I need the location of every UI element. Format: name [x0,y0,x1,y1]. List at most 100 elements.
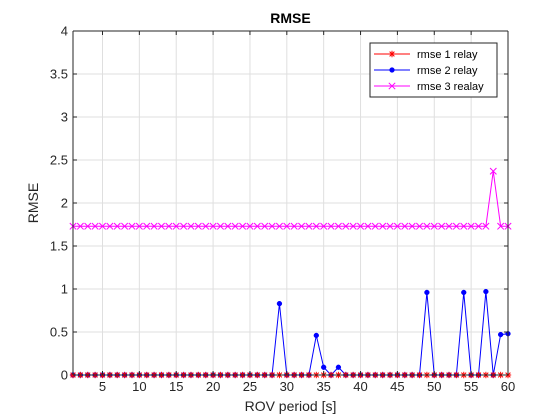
data-point [113,222,121,230]
data-point [408,222,416,230]
data-point [474,222,483,230]
data-point [84,222,92,230]
marker-dot [276,300,283,307]
series-3 [69,167,512,230]
marker-stroke [143,222,151,230]
marker-stroke [150,222,158,230]
y-tick-label: 2.5 [50,153,68,168]
marker-stroke [489,167,497,175]
data-point [106,222,114,230]
data-point [356,222,365,230]
data-point [438,222,446,230]
data-point [246,222,254,230]
chart-title: RMSE [270,10,310,26]
data-point [327,222,335,230]
marker-stroke [388,82,396,90]
y-tick-label: 0.5 [50,325,68,340]
marker-stroke [415,222,424,230]
marker-stroke [113,222,121,230]
y-tick-label: 3 [61,110,68,125]
marker-stroke [342,222,350,230]
marker-dot [497,331,504,338]
marker-stroke [84,222,92,230]
data-point [335,364,342,370]
legend-item-3: rmse 3 realay [374,81,484,93]
data-point [415,222,424,230]
data-point [364,222,372,230]
data-point [393,222,401,230]
x-tick-label: 20 [206,379,220,394]
marker-stroke [202,222,210,230]
marker-stroke [423,222,431,230]
data-point [150,222,158,230]
data-point [157,222,166,230]
marker-stroke [76,222,84,230]
marker-stroke [438,222,446,230]
data-point [275,222,283,230]
marker-dot [424,289,430,296]
data-point [313,332,319,339]
y-tick-label: 1 [61,282,68,297]
data-point [482,222,490,230]
x-tick-label: 60 [501,379,515,394]
data-point [209,222,217,230]
marker-stroke [121,222,129,230]
marker-stroke [106,222,114,230]
data-point [320,222,328,230]
marker-stroke [128,222,136,230]
data-point [497,331,504,338]
marker-stroke [298,222,306,230]
y-tick-label: 2 [61,196,68,211]
data-point [349,222,357,230]
marker-stroke [157,222,166,230]
data-point [253,222,261,230]
marker-stroke [386,222,394,230]
data-point [483,288,489,295]
y-tick-label: 1.5 [50,239,68,254]
x-axis-label: ROV period [s] [245,398,337,414]
data-point [497,222,505,230]
marker-stroke [445,222,453,230]
marker-stroke [393,222,401,230]
y-tick-label: 3.5 [50,67,68,82]
marker-stroke [364,222,372,230]
data-point [98,222,107,230]
data-point [305,222,313,230]
marker-stroke [334,222,342,230]
data-point [172,222,180,230]
legend-item-1: rmse 1 relay [374,49,478,61]
series-line [73,171,508,227]
marker-stroke [172,222,180,230]
axes: 5 10 15 20 25 30 35 40 45 50 55 60 0 0.5 1 1.5 2 2.5 3 3.5 4 [50,24,515,395]
marker-stroke [452,222,460,230]
data-point [231,222,239,230]
y-tick-label: 4 [61,24,68,39]
x-tick-label: 15 [169,379,183,394]
legend-item-2: rmse 2 relay [374,65,478,77]
marker-dot [389,67,395,73]
marker-stroke [224,222,232,230]
x-tick-label: 55 [464,379,478,394]
marker-stroke [467,222,475,230]
marker-stroke [239,222,247,230]
marker-dot [313,332,319,339]
data-point [128,222,136,230]
marker-stroke [187,222,195,230]
marker-stroke [261,222,269,230]
data-point [165,222,173,230]
data-point [290,222,298,230]
data-point [321,364,327,370]
data-point [489,167,497,175]
marker-stroke [253,222,261,230]
y-tick-label: 0 [61,368,68,383]
data-point [276,300,283,307]
data-point [239,222,247,230]
marker-stroke [371,222,379,230]
legend: rmse 1 relay rmse 2 relay rmse 3 realay [369,42,498,98]
marker-stroke [209,222,217,230]
data-point [460,222,468,230]
x-tick-label: 50 [427,379,441,394]
data-point [371,222,379,230]
